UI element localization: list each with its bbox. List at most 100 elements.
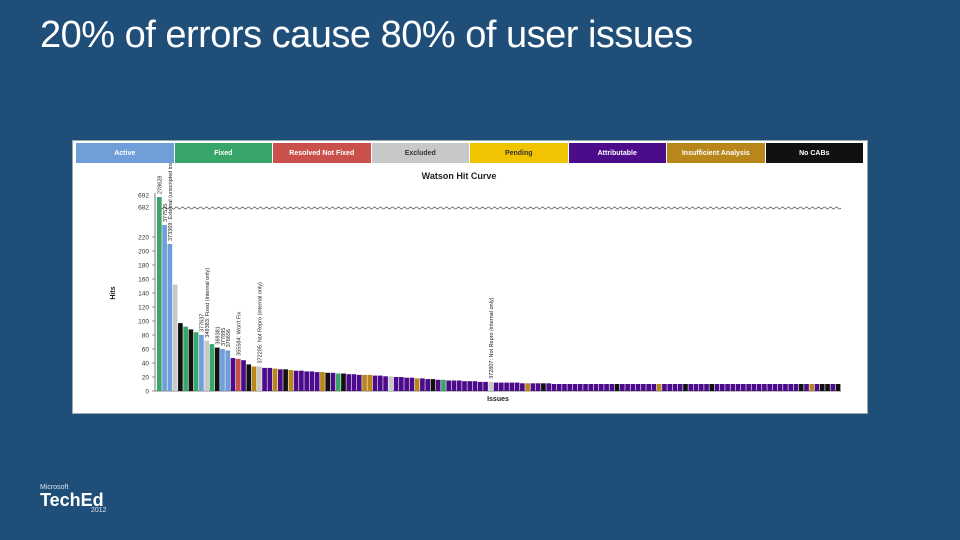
bar-attributable — [314, 372, 320, 391]
bar-attributable — [435, 379, 441, 391]
bar-attributable — [641, 384, 646, 391]
bar-attributable — [262, 367, 267, 391]
bar-attributable — [567, 384, 573, 391]
bar-no-cabs — [283, 369, 288, 391]
bar-attributable — [556, 384, 562, 391]
bar-attributable — [278, 369, 283, 391]
bar-attributable — [472, 381, 478, 391]
legend-label: Insufficient Analysis — [681, 149, 750, 157]
logo-teched-text: TechEd — [40, 490, 104, 510]
bar-attributable — [446, 380, 452, 391]
legend-label: No CABs — [799, 149, 830, 157]
legend-item-excluded: Excluded — [371, 143, 470, 163]
bar-no-cabs — [683, 384, 688, 391]
bar-attributable — [562, 384, 567, 391]
bar-attributable — [788, 384, 794, 391]
bar-insufficient-analysis — [525, 383, 530, 391]
logo-year-text: 2012 — [91, 507, 107, 514]
logo-microsoft-text: Microsoft — [40, 484, 69, 491]
bar-attributable — [672, 384, 678, 391]
bar-active — [199, 335, 204, 391]
bar-attributable — [293, 370, 299, 391]
bar-no-cabs — [541, 383, 546, 391]
status-legend: Active Fixed Resolved Not Fixed Excluded Pen… — [76, 143, 864, 163]
bar-no-cabs — [341, 373, 346, 391]
legend-item-attributable: Attributable — [568, 143, 667, 163]
bar-attributable — [751, 384, 757, 391]
bar-attributable — [383, 376, 388, 391]
y-tick-label: 80 — [142, 333, 150, 340]
bar-attributable — [409, 377, 415, 391]
bar-attributable — [814, 384, 820, 391]
bar-insufficient-analysis — [809, 384, 815, 391]
bar-attributable — [304, 371, 309, 391]
bar-attributable — [493, 382, 499, 391]
bar-attributable — [725, 384, 730, 391]
bar-excluded — [204, 340, 210, 391]
y-tick-label: 120 — [138, 305, 149, 312]
bar-attributable — [698, 384, 704, 391]
bar-annotation: 376656 — [226, 329, 232, 347]
bar-attributable — [499, 382, 504, 391]
bar-active — [167, 244, 173, 391]
bar-attributable — [646, 384, 651, 391]
bar-no-cabs — [214, 347, 220, 391]
bar-attributable — [299, 370, 304, 391]
bar-attributable — [267, 367, 273, 391]
y-tick-label: 200 — [138, 249, 149, 256]
legend-item-fixed: Fixed — [174, 143, 273, 163]
y-tick-label: 60 — [142, 347, 150, 354]
bar-attributable — [551, 384, 557, 391]
bar-attributable — [399, 377, 404, 391]
bar-active — [162, 225, 167, 391]
bar-attributable — [767, 384, 772, 391]
bar-attributable — [746, 384, 751, 391]
legend-label: Active — [114, 149, 136, 157]
legend-item-active: Active — [76, 143, 175, 163]
bar-attributable — [604, 384, 609, 391]
bar-attributable — [456, 380, 462, 391]
y-break-label: 682 — [138, 205, 149, 212]
bar-attributable — [467, 381, 473, 391]
bar-attributable — [625, 384, 630, 391]
bar-attributable — [377, 375, 383, 391]
bar-attributable — [772, 384, 778, 391]
bar-attributable — [351, 374, 357, 391]
bar-annotation: 372205: Not Repro (internal only) — [258, 282, 264, 363]
bar-attributable — [546, 383, 552, 391]
bar-attributable — [741, 384, 746, 391]
bar-excluded — [172, 284, 178, 391]
bar-insufficient-analysis — [362, 374, 367, 391]
bar-attributable — [346, 374, 352, 391]
teched-logo: Microsoft TechEd 2012 — [40, 484, 107, 514]
bar-attributable — [662, 384, 667, 391]
bar-attributable — [719, 384, 725, 391]
bar-insufficient-analysis — [656, 384, 662, 391]
bar-attributable — [620, 384, 625, 391]
y-tick-label: 160 — [138, 277, 149, 284]
y-tick-label: 0 — [145, 389, 149, 396]
bar-resolved-not-fixed — [235, 358, 241, 391]
bar-attributable — [735, 384, 741, 391]
bar-annotation: 377895 — [221, 328, 227, 346]
bar-annotation: 355584: Won't Fix — [237, 311, 243, 355]
bar-active — [220, 349, 225, 391]
y-break-label: 692 — [138, 193, 149, 200]
bar-no-cabs — [819, 384, 825, 391]
y-tick-label: 220 — [138, 235, 149, 242]
bar-annotation: 377637 — [200, 314, 206, 332]
bar-excluded — [488, 381, 494, 391]
bar-attributable — [330, 372, 336, 391]
bar-annotation: 372807: Not Repro (internal only) — [489, 297, 495, 378]
y-tick-label: 100 — [138, 319, 149, 326]
bar-excluded — [388, 376, 394, 391]
bar-attributable — [477, 381, 483, 391]
bar-attributable — [241, 360, 246, 391]
bar-fixed — [209, 344, 215, 391]
bar-attributable — [804, 384, 809, 391]
bar-attributable — [372, 375, 378, 391]
bar-attributable — [504, 382, 509, 391]
bar-attributable — [667, 384, 673, 391]
bar-attributable — [651, 384, 657, 391]
bar-insufficient-analysis — [272, 368, 278, 391]
